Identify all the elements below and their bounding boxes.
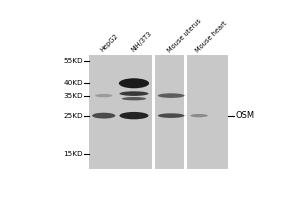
Text: 55KD: 55KD: [63, 58, 83, 64]
Text: 15KD: 15KD: [63, 151, 83, 157]
Bar: [152, 55, 155, 169]
Text: Mouse heart: Mouse heart: [195, 20, 228, 53]
Ellipse shape: [158, 93, 184, 98]
Text: Mouse uterus: Mouse uterus: [167, 17, 203, 53]
Ellipse shape: [119, 78, 149, 88]
Ellipse shape: [158, 113, 184, 118]
Ellipse shape: [190, 114, 208, 117]
Text: 35KD: 35KD: [63, 93, 83, 99]
Bar: [89, 55, 228, 169]
Ellipse shape: [92, 113, 116, 119]
Ellipse shape: [119, 91, 148, 96]
Text: 25KD: 25KD: [63, 113, 83, 119]
Ellipse shape: [119, 112, 148, 119]
Ellipse shape: [95, 94, 112, 97]
Bar: [184, 55, 187, 169]
Text: OSM: OSM: [235, 111, 254, 120]
Text: HepG2: HepG2: [100, 33, 120, 53]
Text: 40KD: 40KD: [63, 80, 83, 86]
Ellipse shape: [122, 97, 146, 100]
Text: NIH/3T3: NIH/3T3: [130, 30, 152, 53]
